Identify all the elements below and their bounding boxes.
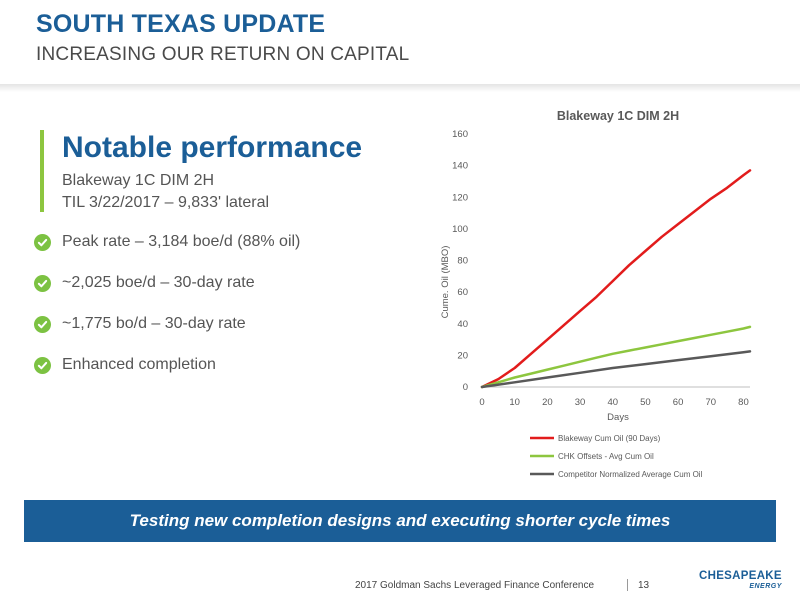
banner-text: Testing new completion designs and execu… [129, 511, 671, 530]
performance-bullet-list: Peak rate – 3,184 boe/d (88% oil) ~2,025… [34, 232, 300, 396]
footer-conference: 2017 Goldman Sachs Leveraged Finance Con… [355, 580, 595, 591]
section-headline: Notable performance [62, 131, 363, 164]
chart-title: Blakeway 1C DIM 2H [557, 109, 679, 123]
y-tick-label: 0 [463, 382, 468, 393]
x-tick-label: 10 [509, 397, 520, 408]
y-tick-label: 120 [452, 192, 468, 203]
x-tick-label: 80 [738, 397, 749, 408]
y-tick-label: 100 [452, 224, 468, 235]
y-tick-label: 40 [457, 319, 468, 330]
check-circle-icon [34, 356, 51, 374]
bullet-text: Enhanced completion [62, 356, 216, 373]
key-message-banner: Testing new completion designs and execu… [24, 500, 776, 542]
footer-separator [627, 579, 628, 591]
y-tick-labels: 0 20 40 60 80 100 120 140 160 [452, 129, 468, 393]
y-tick-label: 20 [457, 350, 468, 361]
chesapeake-logo: CHESAPEAKE ENERGY [699, 570, 782, 591]
accent-bar [40, 130, 44, 212]
x-tick-label: 60 [673, 397, 684, 408]
x-tick-label: 40 [607, 397, 618, 408]
header-divider [0, 84, 800, 92]
series-lines [480, 169, 752, 389]
bullet-item: Enhanced completion [34, 355, 300, 375]
legend-label: CHK Offsets - Avg Cum Oil [558, 452, 654, 461]
check-circle-icon [34, 233, 51, 251]
x-tick-label: 20 [542, 397, 553, 408]
y-tick-label: 60 [457, 287, 468, 298]
bullet-text: Peak rate – 3,184 boe/d (88% oil) [62, 233, 301, 250]
series-line [480, 350, 752, 389]
check-circle-icon [34, 274, 51, 292]
x-tick-label: 30 [575, 397, 586, 408]
legend-label: Competitor Normalized Average Cum Oil [558, 470, 703, 479]
x-tick-label: 50 [640, 397, 651, 408]
bullet-item: Peak rate – 3,184 boe/d (88% oil) [34, 232, 300, 252]
bullet-text: ~2,025 boe/d – 30-day rate [62, 274, 255, 291]
page-title: SOUTH TEXAS UPDATE [36, 10, 326, 38]
well-name: Blakeway 1C DIM 2H [62, 172, 215, 189]
check-circle-icon [34, 315, 51, 333]
legend-label: Blakeway Cum Oil (90 Days) [558, 434, 661, 443]
x-tick-label: 70 [705, 397, 716, 408]
bullet-item: ~2,025 boe/d – 30-day rate [34, 273, 300, 293]
x-tick-labels: 0 10 20 30 40 50 60 70 80 [479, 397, 748, 408]
bullet-text: ~1,775 bo/d – 30-day rate [62, 315, 246, 332]
page-subtitle: INCREASING OUR RETURN ON CAPITAL [36, 44, 410, 65]
bullet-item: ~1,775 bo/d – 30-day rate [34, 314, 300, 334]
y-tick-label: 140 [452, 161, 468, 172]
logo-wordmark: CHESAPEAKE [699, 570, 782, 582]
y-tick-label: 80 [457, 256, 468, 267]
logo-subtext: ENERGY [749, 583, 782, 590]
cumulative-oil-chart: Blakeway 1C DIM 2H Cume. Oil (MBO) Days … [440, 109, 752, 479]
x-tick-label: 0 [479, 397, 484, 408]
chart-legend: Blakeway Cum Oil (90 Days) CHK Offsets - … [530, 434, 703, 479]
y-axis-label: Cume. Oil (MBO) [440, 246, 451, 319]
x-axis-label: Days [607, 412, 629, 423]
series-line [480, 169, 752, 389]
series-line [480, 325, 752, 389]
well-til-date: TIL 3/22/2017 – 9,833' lateral [62, 194, 270, 211]
page-number: 13 [638, 580, 650, 591]
y-tick-label: 160 [452, 129, 468, 140]
